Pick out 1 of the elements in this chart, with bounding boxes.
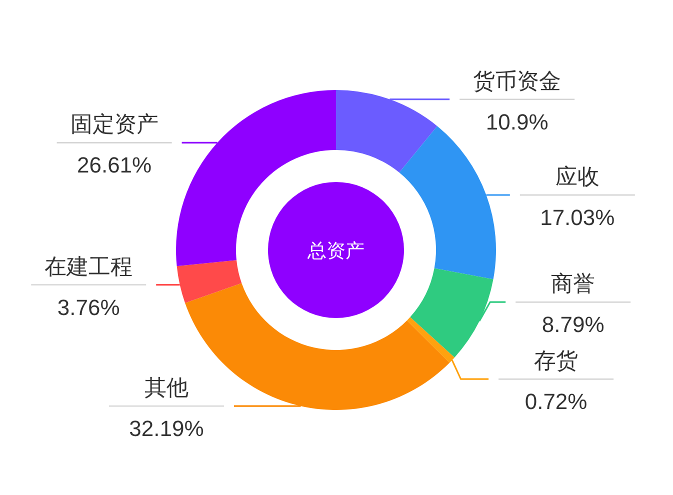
- title: 总资产: [308, 241, 364, 262]
